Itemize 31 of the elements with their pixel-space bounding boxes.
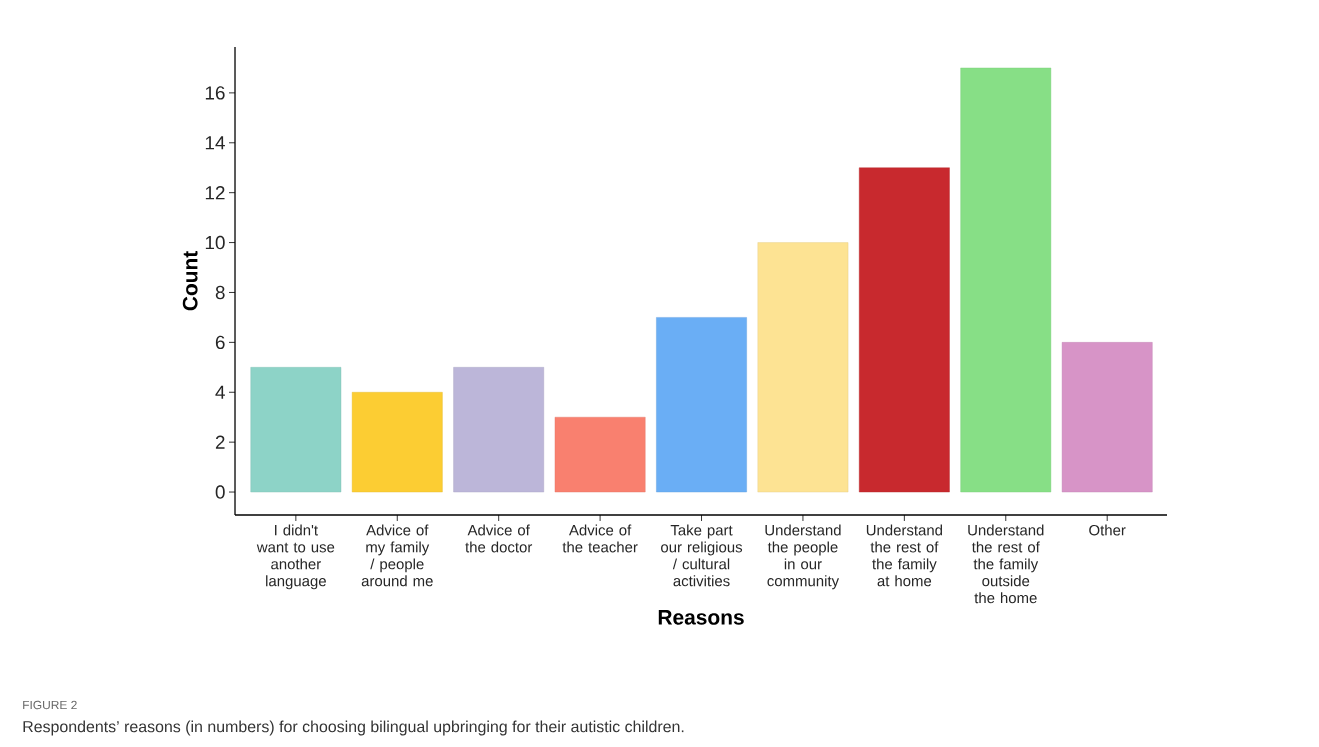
x-tick-label: Take part our religious / cultural activities: [661, 524, 743, 587]
x-tick-label: Advice of the doctor: [465, 524, 533, 553]
y-tick-label: 16: [205, 86, 225, 100]
bar: [859, 167, 950, 493]
y-tick-label: 0: [215, 485, 225, 499]
y-axis-title: Count: [182, 251, 198, 311]
x-tick-label: Understand the rest of the family outside the home: [968, 524, 1044, 604]
y-tick-label: 2: [215, 435, 225, 449]
x-axis-title: Reasons: [658, 610, 744, 625]
x-tick-label: Advice of my family / people around me: [361, 524, 433, 587]
bar: [351, 392, 443, 493]
y-tick-label: 8: [215, 285, 225, 300]
x-tick-label: Advice of the teacher: [562, 524, 638, 553]
bar: [656, 317, 747, 493]
y-tick-label: 10: [205, 235, 225, 250]
bar: [250, 367, 342, 493]
caption: FIGURE 2: [23, 700, 77, 710]
y-tick-label: 4: [215, 385, 225, 399]
x-tick-label: Understand the people in our community: [765, 524, 841, 590]
bar: [453, 367, 545, 493]
x-tick-label: Understand the rest of the family at home: [866, 524, 943, 587]
x-tick-label: I didn't want to use another language: [256, 524, 335, 590]
bar: [960, 67, 1052, 493]
text: Respondents’ reasons (in numbers) for choosing bilingual upbringing for their autistic children.: [23, 720, 684, 736]
x-tick-label: Other: [1089, 524, 1126, 536]
bar: [554, 417, 646, 493]
bar: [1061, 342, 1153, 493]
y-tick-label: 14: [205, 136, 225, 150]
y-tick-label: 6: [215, 335, 225, 350]
y-tick-label: 12: [205, 186, 225, 200]
bar: [757, 242, 849, 493]
